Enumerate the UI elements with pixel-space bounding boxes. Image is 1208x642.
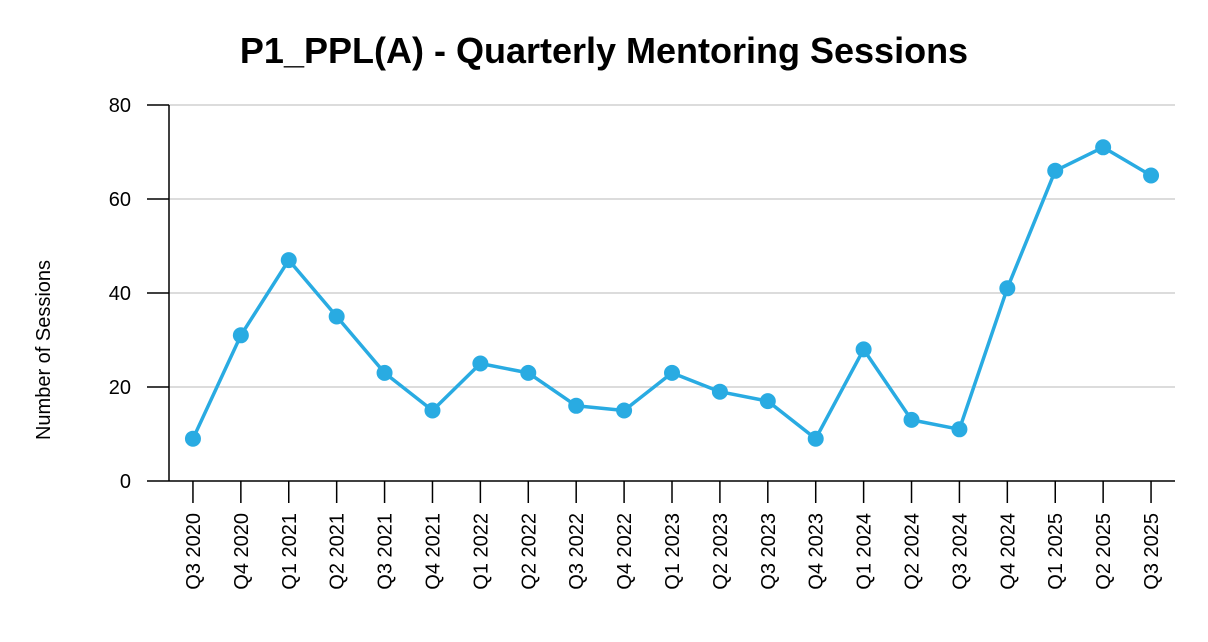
y-tick-label: 0 xyxy=(120,471,131,493)
data-point xyxy=(807,430,824,447)
x-tick-label: Q1 2021 xyxy=(279,513,301,590)
y-axis-label: Number of Sessions xyxy=(33,260,55,440)
x-tick-label: Q3 2021 xyxy=(375,513,397,590)
data-point xyxy=(855,341,872,358)
y-tick-label: 60 xyxy=(109,189,131,211)
data-point xyxy=(184,430,201,447)
data-point xyxy=(999,280,1016,297)
data-point xyxy=(520,364,537,381)
x-ticks: Q3 2020 Q4 2020 Q1 2021 Q2 2021 Q3 2021 Q4 20… xyxy=(183,481,1163,590)
chart-title: P1_PPL(A) - Quarterly Mentoring Sessions xyxy=(240,30,968,71)
data-point xyxy=(1047,162,1064,179)
data-point xyxy=(232,327,249,344)
x-tick-label: Q4 2023 xyxy=(806,513,828,590)
x-tick-label: Q2 2024 xyxy=(902,513,924,590)
y-tick-label: 80 xyxy=(109,95,131,117)
data-point xyxy=(568,397,585,414)
data-point xyxy=(664,364,680,381)
y-ticks: 0 20 40 60 80 xyxy=(109,95,169,493)
x-tick-label: Q4 2022 xyxy=(614,513,636,590)
x-tick-label: Q4 2021 xyxy=(422,513,444,590)
x-tick-label: Q3 2025 xyxy=(1141,513,1163,590)
x-tick-label: Q4 2024 xyxy=(997,513,1019,590)
x-tick-label: Q1 2025 xyxy=(1045,513,1067,590)
y-tick-label: 20 xyxy=(109,377,131,399)
data-point xyxy=(376,364,393,381)
data-point xyxy=(711,383,728,400)
data-point xyxy=(280,252,297,269)
data-point xyxy=(759,393,776,410)
x-tick-label: Q3 2024 xyxy=(949,513,971,590)
x-tick-label: Q1 2024 xyxy=(854,513,876,590)
x-tick-label: Q1 2023 xyxy=(662,513,684,590)
x-tick-label: Q2 2021 xyxy=(327,513,349,590)
data-point xyxy=(951,421,968,438)
x-tick-label: Q3 2022 xyxy=(566,513,588,590)
y-tick-label: 40 xyxy=(109,283,131,305)
x-tick-label: Q2 2025 xyxy=(1093,513,1115,590)
data-point xyxy=(903,411,920,428)
data-point xyxy=(472,355,489,372)
data-point xyxy=(1095,139,1112,156)
x-tick-label: Q3 2020 xyxy=(183,513,205,590)
x-tick-label: Q4 2020 xyxy=(231,513,253,590)
data-point xyxy=(1143,167,1160,184)
data-point xyxy=(328,308,345,325)
x-tick-label: Q1 2022 xyxy=(470,513,492,590)
series xyxy=(184,139,1160,447)
x-tick-label: Q2 2023 xyxy=(710,513,732,590)
x-tick-label: Q2 2022 xyxy=(518,513,540,590)
data-point xyxy=(424,402,441,419)
x-tick-label: Q3 2023 xyxy=(758,513,780,590)
data-point xyxy=(616,402,633,419)
